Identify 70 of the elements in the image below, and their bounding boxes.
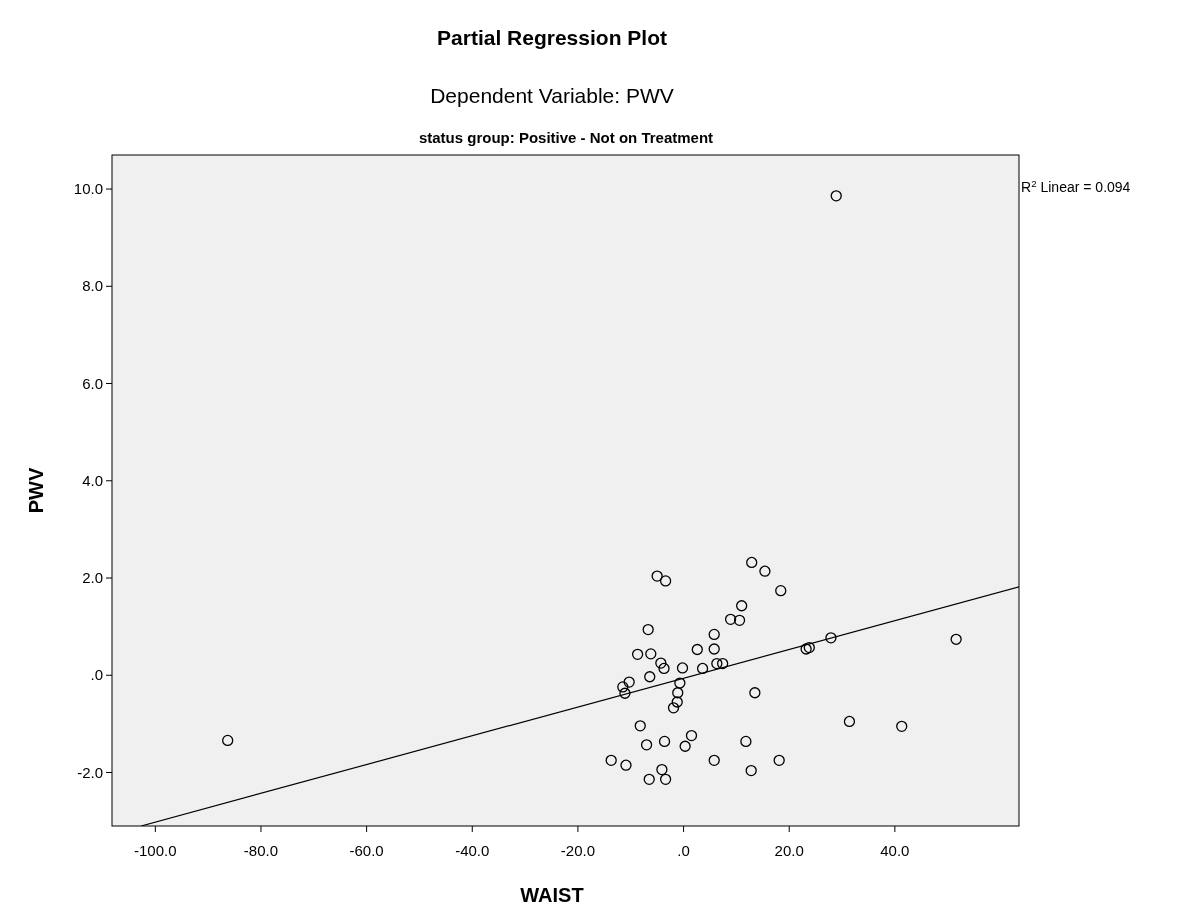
y-tick-label: 10.0: [73, 180, 103, 198]
point: [830, 190, 842, 202]
point: [645, 648, 657, 660]
point: [736, 600, 748, 612]
point: [679, 740, 691, 752]
x-tick-label: -100.0: [134, 842, 177, 859]
y-tick-label: -2.0: [77, 763, 103, 781]
point: [896, 720, 908, 732]
chart-title: Partial Regression Plot: [437, 26, 667, 49]
x-axis-title: WAIST: [520, 884, 584, 906]
point: [659, 773, 672, 785]
point: [674, 677, 686, 689]
point: [740, 735, 752, 748]
point: [605, 754, 617, 767]
point: [643, 773, 655, 785]
point: [658, 735, 671, 748]
point: [642, 623, 654, 636]
point: [745, 764, 757, 777]
point: [825, 632, 837, 644]
point: [619, 687, 631, 699]
point: [950, 633, 962, 645]
x-tick-label: -60.0: [349, 842, 384, 859]
point: [620, 759, 632, 771]
point: [685, 729, 698, 742]
point: [717, 657, 729, 670]
point: [749, 687, 761, 699]
point: [708, 643, 720, 655]
y-axis-title: PWV: [25, 467, 47, 514]
point: [676, 662, 689, 674]
point: [773, 754, 785, 767]
point: [775, 585, 787, 597]
point: [667, 702, 680, 714]
point: [655, 657, 667, 669]
x-tick-label: 40.0: [880, 842, 910, 859]
point: [724, 613, 737, 625]
point: [659, 575, 672, 587]
point: [696, 662, 709, 675]
point: [640, 739, 653, 751]
x-tick-label: -20.0: [560, 842, 596, 859]
y-tick-label: 6.0: [82, 374, 103, 392]
point: [651, 570, 663, 582]
chart-subtitle: Dependent Variable: PWV: [430, 84, 674, 107]
point: [644, 671, 656, 683]
point: [746, 556, 758, 569]
point: [759, 565, 771, 577]
y-tick-label: 8.0: [82, 277, 103, 295]
point: [222, 734, 234, 747]
point: [623, 676, 635, 688]
point: [634, 720, 646, 732]
y-tick-label: .0: [90, 666, 103, 684]
point: [708, 754, 720, 767]
x-tick-label: .0: [677, 842, 690, 859]
text: status group: Positive - Not on Treatment: [418, 129, 714, 146]
point: [617, 681, 629, 693]
point: [658, 662, 670, 675]
point: [708, 628, 720, 641]
x-tick-label: 20.0: [774, 842, 804, 859]
point: [691, 643, 703, 656]
point: [631, 648, 644, 661]
y-tick-label: 2.0: [82, 569, 103, 587]
x-tick-label: -80.0: [243, 842, 279, 859]
x-tick-label: -40.0: [455, 842, 490, 859]
point: [711, 657, 723, 670]
text: R$^{2}$ Linear = 0.094: [1021, 177, 1131, 195]
y-tick-label: 4.0: [82, 471, 103, 489]
point: [656, 763, 668, 776]
point: [672, 687, 684, 699]
point: [733, 614, 746, 626]
point: [843, 715, 856, 728]
point: [671, 696, 683, 708]
